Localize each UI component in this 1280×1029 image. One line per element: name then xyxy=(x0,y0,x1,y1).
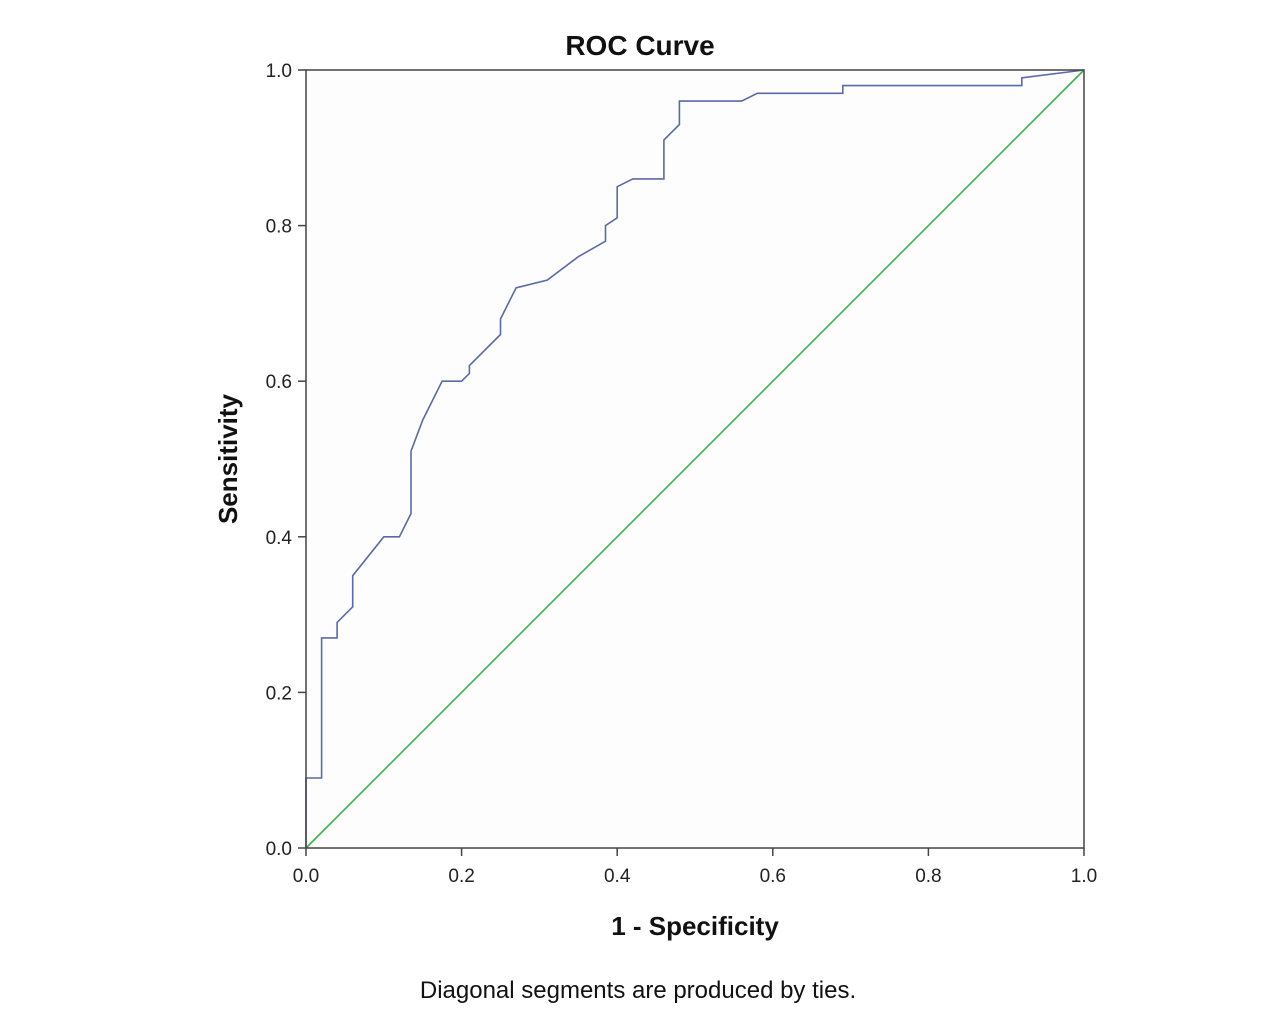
footnote: Diagonal segments are produced by ties. xyxy=(420,977,856,1004)
y-tick-label: 1.0 xyxy=(266,61,292,82)
x-axis-label: 1 - Specificity xyxy=(611,911,779,941)
x-tick-label: 0.0 xyxy=(293,866,319,887)
x-tick-label: 1.0 xyxy=(1071,866,1097,887)
y-tick-label: 0.8 xyxy=(266,217,292,238)
series-layer xyxy=(305,69,1085,849)
ticks-layer: 0.0 0.2 0.4 0.6 0.8 1.0 0.0 0.2 0.4 0.6 0.8 1.0 xyxy=(266,61,1098,887)
chart-title: ROC Curve xyxy=(565,30,714,61)
x-tick-label: 0.8 xyxy=(915,866,941,887)
y-tick-label: 0.0 xyxy=(266,839,292,860)
y-tick-label: 0.2 xyxy=(266,683,292,704)
x-tick-label: 0.2 xyxy=(448,866,474,887)
roc-curve-line xyxy=(305,69,1085,848)
x-tick-label: 0.6 xyxy=(760,866,786,887)
y-tick-label: 0.4 xyxy=(266,528,293,549)
x-tick-label: 0.4 xyxy=(604,866,631,887)
reference-diagonal-line xyxy=(305,69,1085,849)
y-tick-label: 0.6 xyxy=(266,372,292,393)
y-axis-label: Sensitivity xyxy=(213,393,243,524)
plot-frame xyxy=(305,69,1085,849)
